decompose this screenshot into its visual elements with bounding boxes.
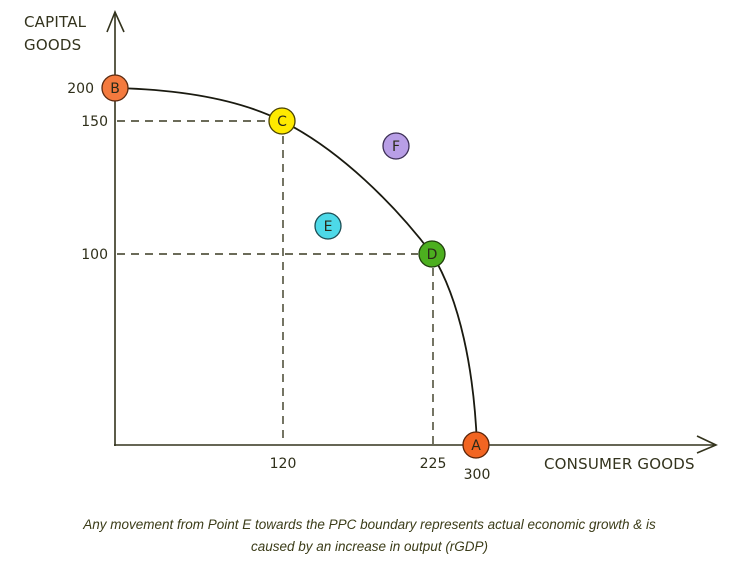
- point-e-label: E: [324, 219, 333, 235]
- point-c-label: C: [277, 114, 287, 130]
- point-d-label: D: [427, 247, 438, 263]
- guide-lines: [117, 120, 434, 444]
- point-c: C: [268, 107, 296, 135]
- caption: Any movement from Point E towards the PP…: [0, 514, 739, 558]
- y-tick-100: 100: [81, 247, 108, 263]
- point-b: B: [101, 74, 129, 102]
- point-d: D: [418, 240, 446, 268]
- y-axis-label-line1: CAPITAL: [24, 13, 87, 31]
- x-tick-120: 120: [270, 456, 297, 472]
- x-tick-225: 225: [420, 456, 447, 472]
- y-axis-label-line2: GOODS: [24, 36, 81, 54]
- x-axis-arrow-icon: [696, 435, 718, 454]
- y-tick-200: 200: [67, 81, 94, 97]
- point-f: F: [382, 132, 410, 160]
- ppc-diagram: CAPITAL GOODS CONSUMER GOODS 200 150 100…: [24, 9, 718, 483]
- y-tick-150: 150: [81, 114, 108, 130]
- point-a: A: [462, 431, 490, 459]
- point-a-label: A: [471, 438, 481, 454]
- x-axis-label: CONSUMER GOODS: [544, 455, 695, 473]
- caption-line1: Any movement from Point E towards the PP…: [83, 517, 656, 532]
- axes: [106, 9, 718, 454]
- ppc-curve: [114, 87, 478, 446]
- point-e: E: [314, 212, 342, 240]
- point-f-label: F: [392, 139, 400, 155]
- y-axis-arrow-icon: [106, 9, 125, 33]
- x-tick-300: 300: [464, 467, 491, 483]
- caption-line2: caused by an increase in output (rGDP): [250, 539, 489, 554]
- point-b-label: B: [110, 81, 120, 97]
